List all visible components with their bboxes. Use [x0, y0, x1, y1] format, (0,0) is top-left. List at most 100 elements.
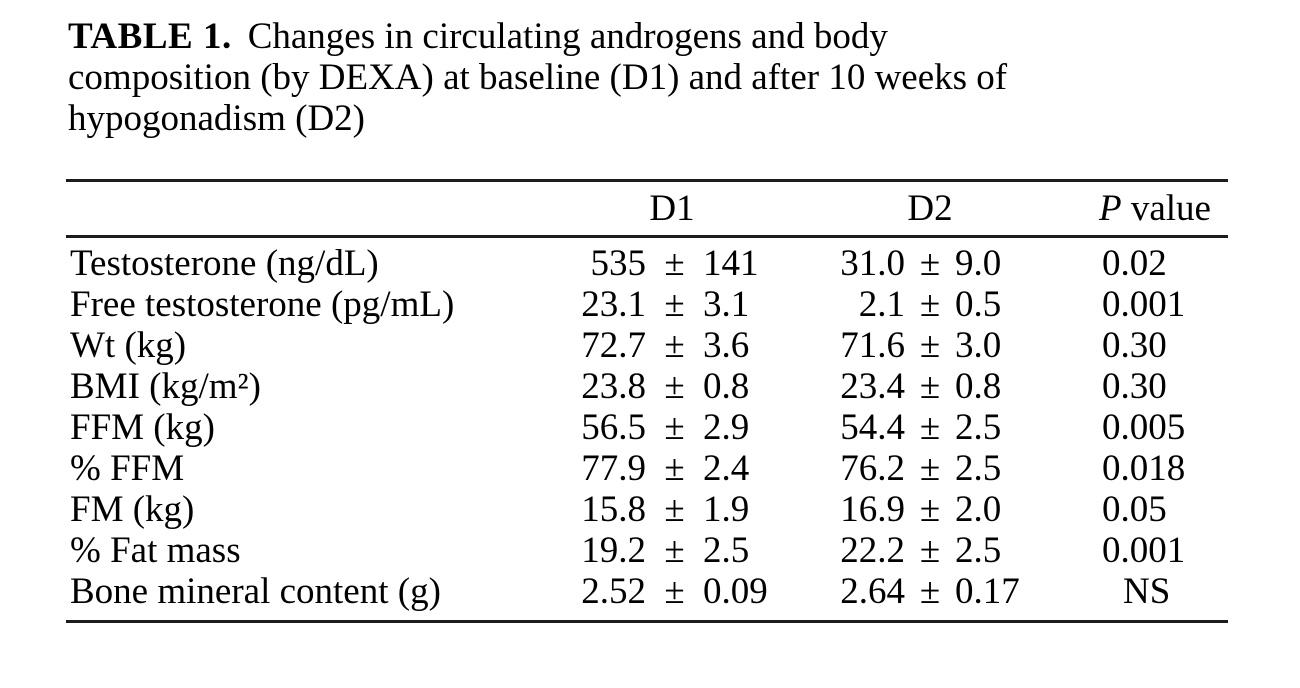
table-row: FFM (kg) 56.5 ±2.9 54.4 ±2.5 0.005: [66, 407, 1228, 448]
row-label: % Fat mass: [70, 530, 241, 571]
d2-error: 2.5: [955, 448, 1002, 489]
d1-error: 2.5: [703, 530, 750, 571]
d2-plus-minus-sign: ±: [919, 243, 941, 284]
d1-value: 72.7: [581, 325, 646, 366]
row-label: Free testosterone (pg/mL): [70, 284, 455, 325]
table-row: Free testosterone (pg/mL) 23.1 ±3.1 2.1 ±0…: [66, 284, 1228, 325]
d1-cell: 77.9 ±2.4: [500, 448, 788, 489]
d2-value: 76.2: [840, 448, 905, 489]
d2-plus-minus-sign: ±: [919, 284, 941, 325]
d1-value: 23.1: [581, 284, 646, 325]
d2-plus-minus-sign: ±: [919, 407, 941, 448]
d1-error: 1.9: [703, 489, 750, 530]
d2-cell: 76.2 ±2.5: [788, 448, 1055, 489]
row-label: BMI (kg/m²): [70, 366, 261, 407]
column-header-d1: D1: [649, 188, 695, 229]
d1-cell: 2.52 ±0.09: [500, 571, 788, 612]
table-number-label: TABLE 1.: [68, 16, 232, 57]
d2-error: 0.17: [955, 571, 1020, 612]
row-label: FM (kg): [70, 489, 195, 530]
d2-value: 2.64: [840, 571, 905, 612]
d2-value: 54.4: [840, 407, 905, 448]
d2-plus-minus-sign: ±: [919, 325, 941, 366]
p-value-cell: 0.02: [1102, 243, 1167, 284]
d1-value: 19.2: [581, 530, 646, 571]
d2-value: 2.1: [858, 284, 905, 325]
table-rule-below-header: [66, 235, 1228, 238]
d1-error: 2.4: [703, 448, 750, 489]
table-rule-bottom: [66, 620, 1228, 623]
d1-error: 141: [703, 243, 759, 284]
d1-plus-minus-sign: ±: [664, 530, 685, 571]
d2-error: 9.0: [955, 243, 1002, 284]
d1-value: 77.9: [581, 448, 646, 489]
row-label: Wt (kg): [70, 325, 187, 366]
row-label: FFM (kg): [70, 407, 215, 448]
caption-line-2: composition (by DEXA) at baseline (D1) a…: [68, 57, 1008, 98]
d2-plus-minus-sign: ±: [919, 448, 941, 489]
table-body: Testosterone (ng/dL) 535 ±141 31.0 ±9.0 0.…: [66, 243, 1228, 612]
d2-value: 23.4: [840, 366, 905, 407]
d1-cell: 15.8 ±1.9: [500, 489, 788, 530]
d1-plus-minus-sign: ±: [664, 407, 685, 448]
table-row: FM (kg) 15.8 ±1.9 16.9 ±2.0 0.05: [66, 489, 1228, 530]
d2-cell: 31.0 ±9.0: [788, 243, 1055, 284]
d2-cell: 23.4 ±0.8: [788, 366, 1055, 407]
d2-cell: 2.64 ±0.17: [788, 571, 1055, 612]
d1-error: 3.1: [703, 284, 750, 325]
d1-error: 2.9: [703, 407, 750, 448]
table-row: BMI (kg/m²) 23.8 ±0.8 23.4 ±0.8 0.30: [66, 366, 1228, 407]
d2-error: 3.0: [955, 325, 1002, 366]
d2-value: 71.6: [840, 325, 905, 366]
column-header-d2: D2: [907, 188, 953, 229]
d1-cell: 72.7 ±3.6: [500, 325, 788, 366]
p-value-header-italic-p: P: [1099, 188, 1122, 229]
d2-cell: 22.2 ±2.5: [788, 530, 1055, 571]
p-value-cell: 0.001: [1102, 284, 1186, 325]
d1-cell: 23.8 ±0.8: [500, 366, 788, 407]
table-row: Wt (kg) 72.7 ±3.6 71.6 ±3.0 0.30: [66, 325, 1228, 366]
d2-error: 2.5: [955, 530, 1002, 571]
d1-value: 23.8: [581, 366, 646, 407]
table-row: % FFM 77.9 ±2.4 76.2 ±2.5 0.018: [66, 448, 1228, 489]
d2-error: 0.8: [955, 366, 1002, 407]
row-label: % FFM: [70, 448, 185, 489]
d2-plus-minus-sign: ±: [919, 489, 941, 530]
d2-error: 2.5: [955, 407, 1002, 448]
d1-value: 535: [590, 243, 647, 284]
column-header-p-value: P value: [1055, 182, 1228, 235]
d1-plus-minus-sign: ±: [664, 284, 685, 325]
d1-cell: 56.5 ±2.9: [500, 407, 788, 448]
table-row: Bone mineral content (g) 2.52 ±0.09 2.64 ±…: [66, 571, 1228, 612]
table-row: Testosterone (ng/dL) 535 ±141 31.0 ±9.0 0.…: [66, 243, 1228, 284]
d1-plus-minus-sign: ±: [664, 448, 685, 489]
row-label: Bone mineral content (g): [70, 571, 441, 612]
d1-plus-minus-sign: ±: [664, 243, 685, 284]
p-value-cell: 0.001: [1102, 530, 1186, 571]
d1-value: 56.5: [581, 407, 646, 448]
d1-plus-minus-sign: ±: [664, 489, 685, 530]
p-value-cell: 0.30: [1102, 325, 1167, 366]
p-value-cell: 0.018: [1102, 448, 1186, 489]
d2-cell: 16.9 ±2.0: [788, 489, 1055, 530]
p-value-header-rest: value: [1121, 188, 1211, 229]
d1-error: 0.8: [703, 366, 750, 407]
p-value-cell: 0.05: [1102, 489, 1167, 530]
caption-line-1-text: Changes in circulating androgens and bod…: [247, 16, 888, 57]
caption-line-1: TABLE 1. Changes in circulating androgens…: [68, 16, 1007, 57]
d1-value: 15.8: [581, 489, 646, 530]
table-header-row: D1 D2 P value: [66, 182, 1228, 235]
d2-error: 0.5: [955, 284, 1002, 325]
p-value-cell: 0.005: [1102, 407, 1186, 448]
d2-error: 2.0: [955, 489, 1002, 530]
table-row: % Fat mass 19.2 ±2.5 22.2 ±2.5 0.001: [66, 530, 1228, 571]
d1-plus-minus-sign: ±: [664, 325, 685, 366]
d1-error: 3.6: [703, 325, 750, 366]
d2-cell: 54.4 ±2.5: [788, 407, 1055, 448]
d1-cell: 19.2 ±2.5: [500, 530, 788, 571]
d1-plus-minus-sign: ±: [664, 571, 685, 612]
d2-value: 16.9: [840, 489, 905, 530]
d2-value: 31.0: [840, 243, 905, 284]
d2-cell: 71.6 ±3.0: [788, 325, 1055, 366]
d1-cell: 23.1 ±3.1: [500, 284, 788, 325]
